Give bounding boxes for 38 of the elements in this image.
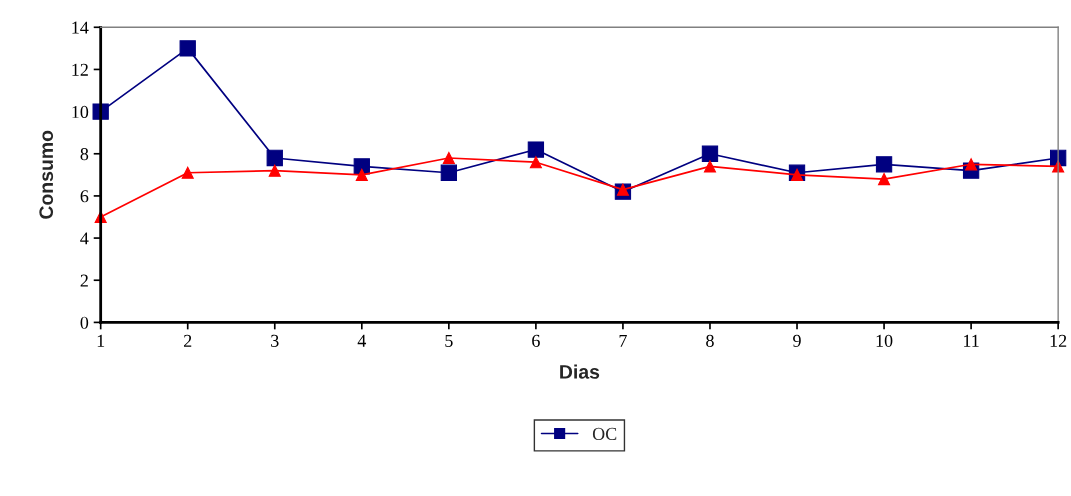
y-tick-label: 12: [72, 63, 88, 76]
point: [266, 149, 283, 167]
point: [355, 168, 368, 181]
y-axis-title: Consumo: [39, 130, 54, 219]
x-tick-label: 7: [619, 334, 627, 347]
point: [701, 145, 719, 162]
point: [790, 168, 804, 181]
y-tick-label: 0: [80, 316, 89, 329]
x-tick-label: 5: [445, 334, 453, 347]
x-axis-title: Dias: [560, 364, 600, 379]
legend-label: OC: [592, 427, 617, 440]
point: [442, 151, 455, 165]
x-tick-label: 11: [964, 334, 979, 347]
point: [527, 141, 545, 158]
point: [440, 164, 457, 181]
y-tick-label: 14: [72, 21, 89, 34]
x-tick-label: 6: [532, 334, 540, 347]
y-tick-label: 4: [80, 232, 89, 245]
y-tick-label: 10: [72, 105, 89, 119]
x-tick-label: 2: [184, 334, 192, 347]
point: [268, 164, 281, 177]
point: [703, 160, 717, 173]
x-tick-label: 9: [793, 334, 801, 347]
point: [616, 183, 630, 196]
x-tick-label: 10: [876, 334, 893, 347]
point: [875, 156, 893, 173]
point: [181, 166, 194, 179]
y-tick-label: 8: [80, 148, 89, 161]
x-tick-label: 4: [357, 334, 367, 347]
x-tick-label: 8: [706, 334, 714, 347]
x-tick-label: 1: [97, 334, 105, 347]
y-tick-label: 2: [80, 274, 88, 287]
point: [179, 40, 196, 57]
y-tick-label: 6: [80, 190, 89, 203]
point: [877, 172, 891, 186]
point: [529, 156, 542, 169]
x-tick-label: 12: [1050, 334, 1067, 347]
x-tick-label: 3: [271, 334, 279, 347]
